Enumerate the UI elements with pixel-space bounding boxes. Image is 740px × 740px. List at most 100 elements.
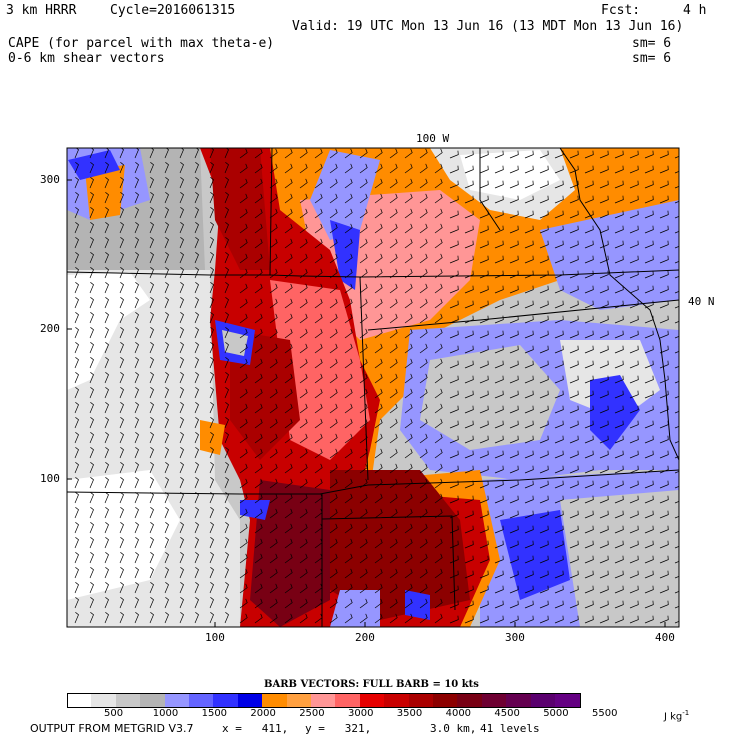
wind-barb [629, 210, 639, 219]
wind-barb [494, 405, 504, 414]
wind-barb [629, 555, 639, 564]
wind-barb [239, 373, 248, 384]
wind-barb [419, 523, 428, 534]
wind-barb [134, 177, 139, 189]
wind-barb [119, 342, 124, 354]
wind-barb [359, 388, 368, 399]
wind-barb [449, 405, 459, 414]
footer-x: x = 411, [222, 722, 289, 735]
wind-barb [584, 555, 594, 564]
wind-barb [464, 270, 474, 279]
wind-barb [464, 585, 474, 594]
wind-barb [89, 342, 94, 354]
wind-barb [509, 540, 519, 549]
wind-barb [374, 313, 383, 324]
wind-barb [74, 537, 79, 549]
wind-barb [284, 448, 293, 459]
wind-barb [224, 297, 229, 309]
wind-barb [599, 270, 609, 279]
wind-barb [224, 477, 229, 489]
wind-barb [524, 330, 534, 339]
wind-barb [194, 432, 199, 444]
wind-barb [284, 598, 293, 609]
wind-barb [104, 327, 109, 339]
wind-barb [644, 360, 654, 369]
wind-barb [599, 525, 609, 534]
colorbar-swatch [213, 693, 239, 708]
wind-barb [104, 192, 109, 204]
wind-barb [344, 493, 353, 504]
wind-barb [344, 568, 353, 579]
wind-barb [134, 267, 139, 279]
wind-barb [194, 597, 199, 609]
wind-barb [359, 178, 368, 189]
wind-barb [239, 583, 248, 594]
model-name: 3 km HRRR [6, 3, 77, 18]
wind-barb [179, 207, 184, 219]
wind-barb [599, 540, 609, 549]
wind-barb [599, 315, 609, 324]
wind-barb [509, 375, 519, 384]
wind-barb [89, 327, 94, 339]
wind-barb [569, 390, 579, 399]
wind-barb [254, 253, 263, 264]
wind-barb [389, 388, 398, 399]
wind-barb [314, 223, 323, 234]
wind-barb [419, 388, 428, 399]
wind-barb [224, 387, 229, 399]
wind-barb [149, 297, 154, 309]
wind-barb [434, 493, 443, 504]
wind-barb [284, 268, 293, 279]
wind-barb [149, 192, 154, 204]
wind-barb [344, 208, 353, 219]
wind-barb [104, 372, 109, 384]
wind-barb [479, 420, 489, 429]
wind-barb [434, 313, 443, 324]
wind-barb [74, 462, 79, 474]
wind-barb [119, 507, 124, 519]
wind-barb [584, 540, 594, 549]
wind-barb [314, 208, 323, 219]
wind-barb [404, 343, 413, 354]
wind-barb [299, 568, 308, 579]
colorbar-swatch [262, 693, 288, 708]
y-tick-300: 300 [40, 173, 60, 186]
wind-barb [239, 193, 248, 204]
wind-barb [149, 282, 154, 294]
wind-barb [524, 525, 534, 534]
wind-barb [659, 390, 669, 399]
wind-barb [434, 433, 443, 444]
wind-barb [389, 328, 398, 339]
wind-barb [74, 582, 79, 594]
wind-barb [494, 390, 504, 399]
wind-barb [104, 492, 109, 504]
wind-barb [194, 507, 199, 519]
wind-barb [359, 523, 368, 534]
wind-barb [419, 433, 428, 444]
wind-barb [614, 465, 624, 474]
wind-barb [329, 298, 338, 309]
wind-barb [584, 525, 594, 534]
wind-barb [539, 345, 549, 354]
wind-barb [194, 372, 199, 384]
wind-barb [524, 570, 534, 579]
wind-barb [284, 163, 293, 174]
wind-barb [209, 297, 214, 309]
wind-barb [389, 148, 398, 159]
wind-barb [404, 553, 413, 564]
wind-barb [404, 163, 413, 174]
wind-barb [419, 178, 428, 189]
wind-barb [209, 192, 214, 204]
wind-barb [254, 553, 263, 564]
wind-barb [569, 540, 579, 549]
wind-barb [209, 327, 214, 339]
wind-barb [269, 223, 278, 234]
wind-barb [389, 193, 398, 204]
wind-barb [194, 357, 199, 369]
wind-barb [449, 330, 459, 339]
wind-barb [524, 375, 534, 384]
wind-barb [299, 523, 308, 534]
wind-barb [224, 402, 229, 414]
wind-barb [209, 447, 214, 459]
wind-barb [449, 375, 459, 384]
